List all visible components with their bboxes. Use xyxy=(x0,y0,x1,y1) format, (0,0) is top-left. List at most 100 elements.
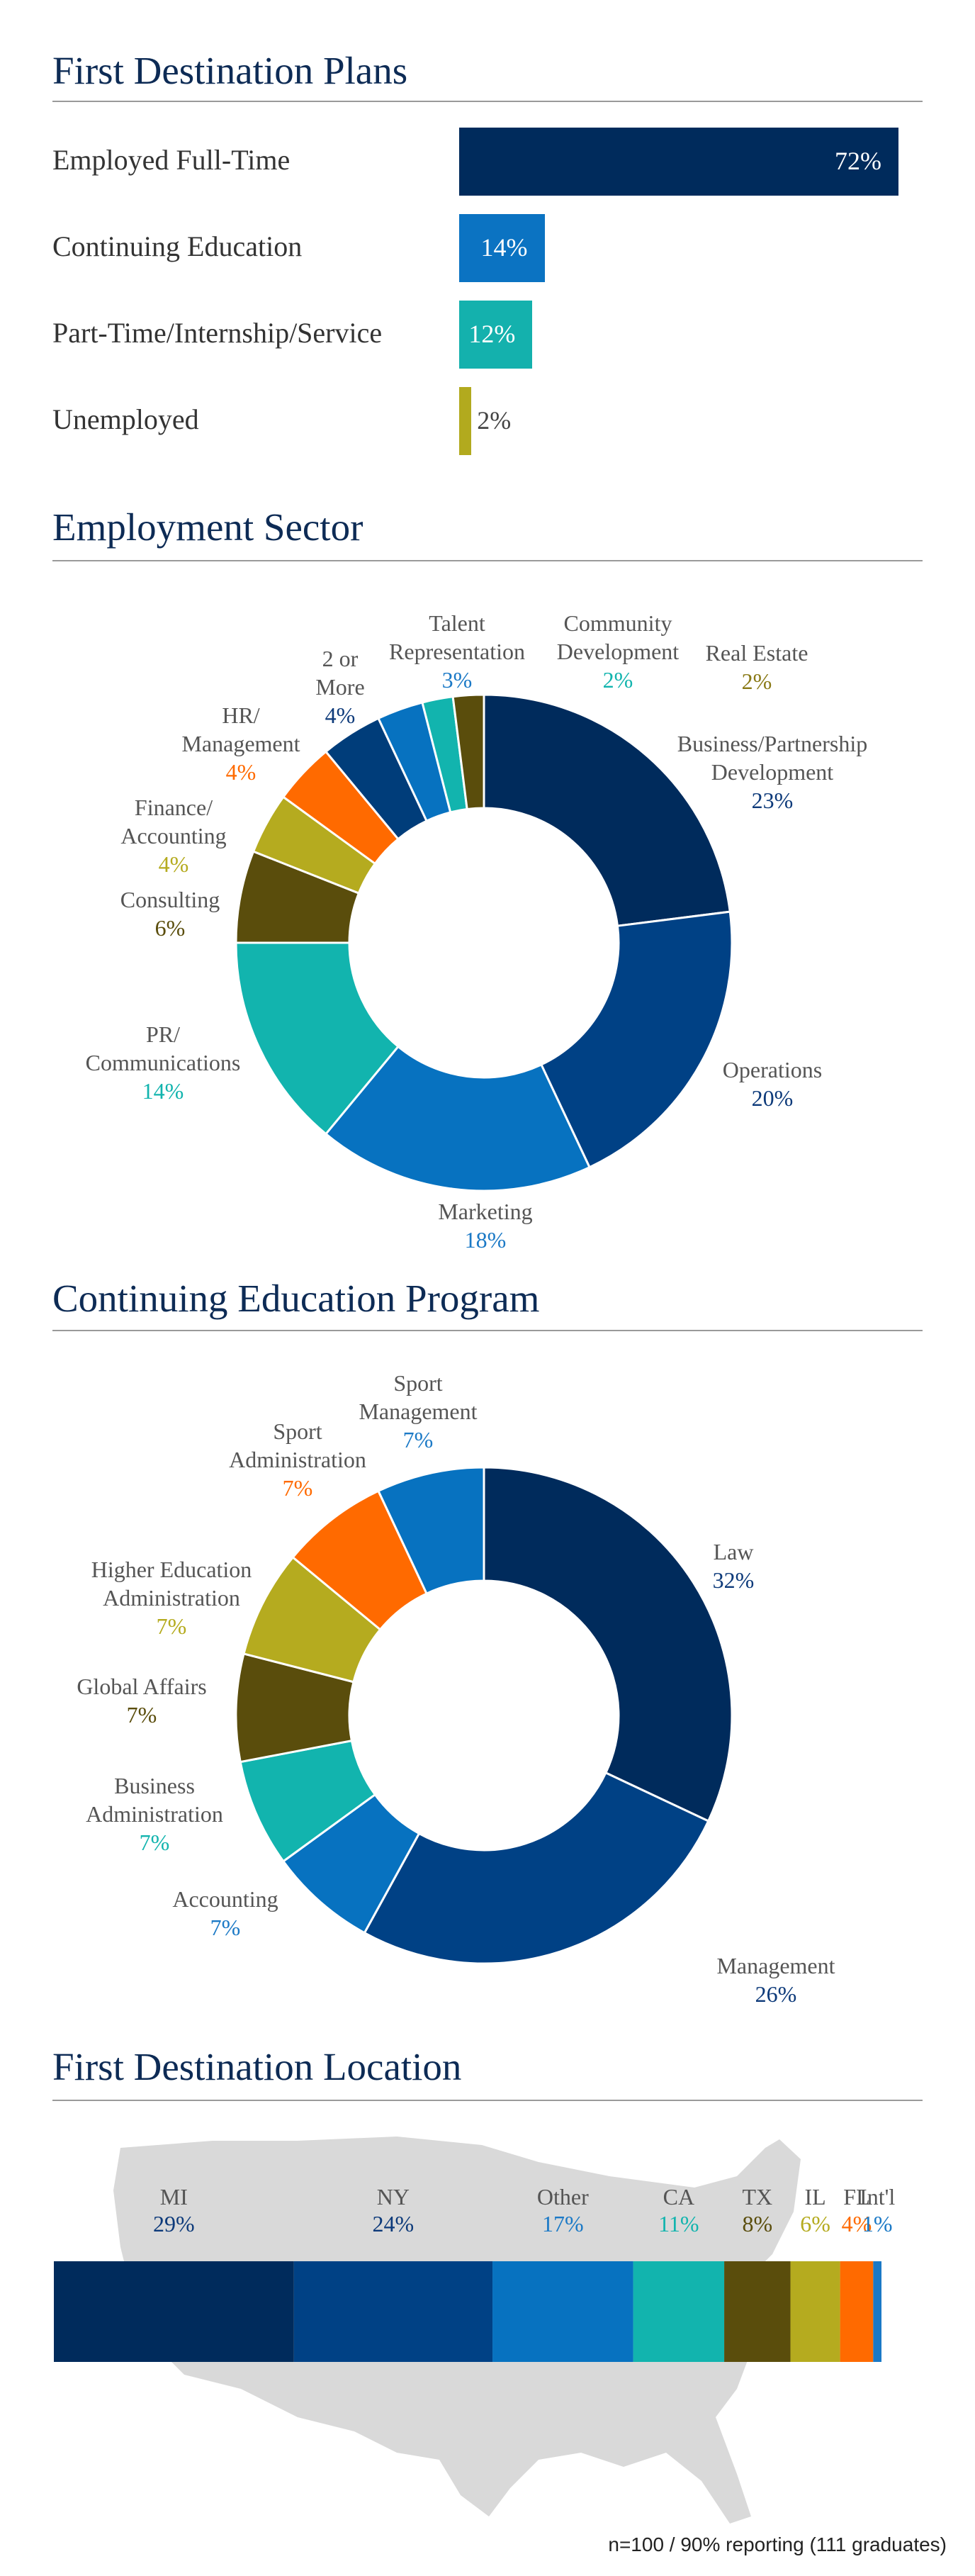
slice-value-label: 7% xyxy=(140,1830,170,1855)
location-value-label: 29% xyxy=(153,2211,195,2236)
slice-category-label: Marketing xyxy=(438,1199,532,1224)
slice-value-label: 4% xyxy=(226,759,257,785)
slice-category-label: Sport xyxy=(273,1418,322,1444)
slice-category-label: Development xyxy=(557,639,680,664)
slice-category-label: Finance/ xyxy=(135,795,213,820)
slice-category-label: Business xyxy=(114,1773,195,1798)
location-segment xyxy=(54,2261,294,2362)
slice-category-label: Accounting xyxy=(120,823,226,849)
slice-value-label: 7% xyxy=(403,1427,434,1452)
donut-slice xyxy=(483,1466,733,1823)
location-segment xyxy=(633,2261,725,2362)
slice-category-label: Global Affairs xyxy=(77,1674,206,1699)
slice-category-label: Communications xyxy=(86,1050,241,1075)
education-title: Continuing Education Program xyxy=(52,1277,540,1320)
sector-title: Employment Sector xyxy=(52,505,363,549)
location-value-label: 1% xyxy=(862,2211,893,2236)
location-segment xyxy=(724,2261,791,2362)
bar xyxy=(459,387,472,455)
donut-slice xyxy=(376,1466,485,1596)
bar-label: Continuing Education xyxy=(52,230,303,262)
slice-value-label: 6% xyxy=(155,915,186,941)
slice-value-label: 7% xyxy=(283,1475,313,1501)
location-segment xyxy=(293,2261,493,2362)
slice-value-label: 7% xyxy=(127,1702,157,1727)
slice-category-label: More xyxy=(315,674,364,700)
bar-value-label: 12% xyxy=(468,320,516,348)
location-value-label: 24% xyxy=(373,2211,415,2236)
slice-value-label: 20% xyxy=(752,1085,794,1111)
slice-category-label: Higher Education xyxy=(91,1557,252,1582)
location-segment xyxy=(492,2261,633,2362)
slice-value-label: 2% xyxy=(742,668,772,694)
slice-category-label: Business/Partnership xyxy=(677,731,867,756)
location-value-label: 8% xyxy=(742,2211,772,2236)
slice-value-label: 14% xyxy=(142,1078,184,1104)
donut-slice xyxy=(235,941,400,1136)
slice-category-label: Administration xyxy=(103,1585,240,1611)
slice-category-label: Administration xyxy=(86,1801,223,1827)
slice-value-label: 3% xyxy=(442,667,473,693)
slice-category-label: Management xyxy=(181,731,300,756)
plans-divider xyxy=(52,101,923,102)
bar-value-label: 14% xyxy=(480,233,528,262)
location-value-label: 17% xyxy=(542,2211,584,2236)
education-divider xyxy=(52,1330,923,1331)
sector-donut-chart: Business/Partnership Development 23% Operat… xyxy=(86,610,868,1253)
bar xyxy=(459,301,533,369)
slice-category-label: Accounting xyxy=(172,1886,278,1912)
slice-category-label: 2 or xyxy=(322,646,359,671)
plans-title: First Destination Plans xyxy=(52,49,408,92)
slice-value-label: 7% xyxy=(157,1613,187,1639)
bar-value-label: 72% xyxy=(835,147,881,175)
footnote: n=100 / 90% reporting (111 graduates) xyxy=(608,2533,947,2555)
slice-value-label: 4% xyxy=(325,702,356,728)
donut-slice xyxy=(483,693,731,927)
bar-value-label: 2% xyxy=(477,406,512,435)
slice-category-label: Sport xyxy=(393,1370,442,1396)
location-segment xyxy=(790,2261,840,2362)
bar xyxy=(459,128,898,196)
slice-value-label: 18% xyxy=(465,1227,507,1253)
slice-category-label: Operations xyxy=(723,1057,822,1082)
slice-category-label: Management xyxy=(716,1953,835,1978)
slice-category-label: Administration xyxy=(229,1447,366,1472)
bar-label: Unemployed xyxy=(52,403,199,435)
slice-value-label: 4% xyxy=(159,851,189,877)
slice-category-label: Development xyxy=(711,759,834,785)
location-category-label: Other xyxy=(537,2184,589,2210)
location-divider xyxy=(52,2100,923,2101)
location-category-label: Int'l xyxy=(860,2184,895,2210)
slice-category-label: Community xyxy=(564,610,672,636)
sector-divider xyxy=(52,560,923,561)
location-category-label: MI xyxy=(160,2184,188,2210)
slice-value-label: 7% xyxy=(210,1915,241,1940)
location-category-label: TX xyxy=(742,2184,772,2210)
slice-category-label: Real Estate xyxy=(706,640,808,666)
location-segment xyxy=(873,2261,881,2362)
slice-category-label: PR/ xyxy=(146,1021,180,1047)
donut-slice xyxy=(363,1771,710,1965)
education-donut-chart: Law 32% Management 26% Accounting 7% Business A… xyxy=(77,1370,835,2007)
location-value-label: 11% xyxy=(658,2211,699,2236)
slice-category-label: Consulting xyxy=(120,887,220,912)
location-title: First Destination Location xyxy=(52,2045,462,2088)
slice-category-label: HR/ xyxy=(222,702,259,728)
slice-category-label: Management xyxy=(359,1399,477,1424)
donut-slice xyxy=(324,1045,592,1192)
bar xyxy=(459,214,545,282)
slice-value-label: 23% xyxy=(752,788,794,813)
slice-value-label: 2% xyxy=(603,667,633,693)
location-category-label: IL xyxy=(804,2184,825,2210)
location-category-label: CA xyxy=(663,2184,694,2210)
slice-category-label: Talent xyxy=(429,610,485,636)
bar-label: Part-Time/Internship/Service xyxy=(52,317,383,349)
location-value-label: 4% xyxy=(842,2211,872,2236)
location-segment xyxy=(840,2261,874,2362)
bar-label: Employed Full-Time xyxy=(52,144,291,176)
donut-slice xyxy=(451,693,485,811)
location-value-label: 6% xyxy=(800,2211,830,2236)
slice-category-label: Law xyxy=(714,1539,754,1564)
location-category-label: NY xyxy=(377,2184,410,2210)
